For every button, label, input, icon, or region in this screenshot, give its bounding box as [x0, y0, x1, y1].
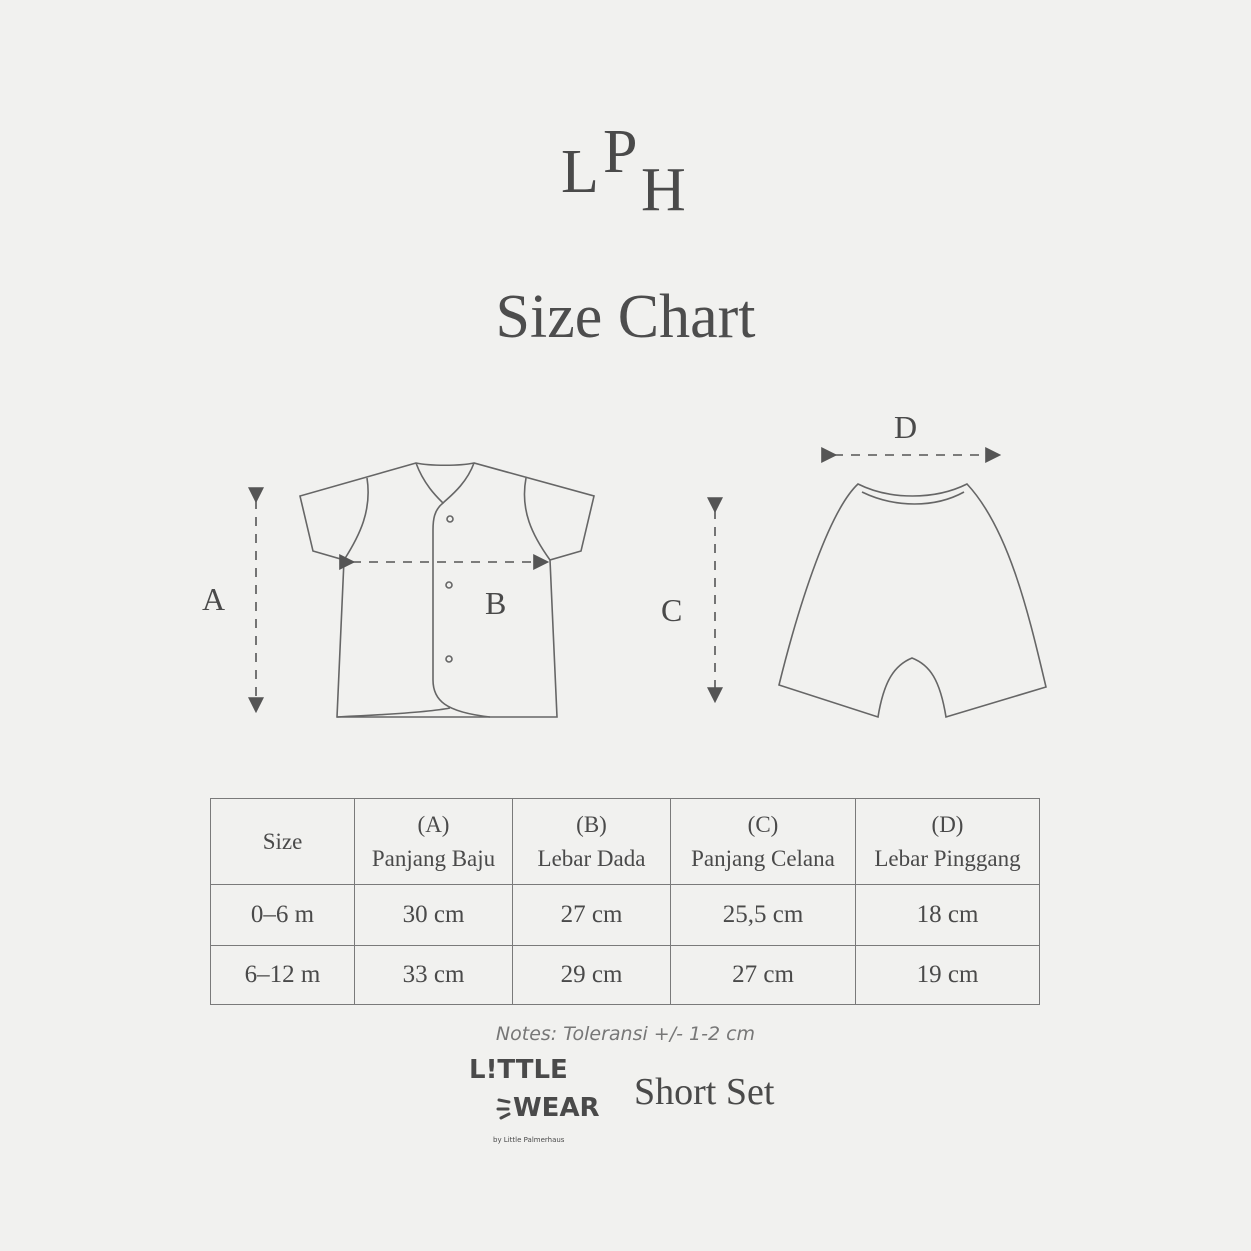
cell: 6–12 m [210, 945, 355, 1005]
logo-letter-p: P [603, 118, 637, 186]
logo-letter-h: H [641, 156, 686, 220]
little-wear-logo: L!TTLE WEAR by Little Palmerhaus [469, 1055, 600, 1144]
cell: 30 cm [354, 884, 513, 946]
label-c: C [661, 592, 682, 628]
cell: 0–6 m [210, 884, 355, 946]
size-table: Size (A) Panjang Baju (B) Lebar Dada (C) Pa… [210, 798, 1040, 1005]
header-b: (B) Lebar Dada [512, 798, 671, 885]
cell: 19 cm [855, 945, 1040, 1005]
cell: 27 cm [512, 884, 671, 946]
cell: 33 cm [354, 945, 513, 1005]
page-title: Size Chart [495, 283, 756, 351]
header-d: (D) Lebar Pinggang [855, 798, 1040, 885]
shirt-outline [299, 462, 595, 718]
label-b: B [485, 585, 506, 621]
label-d: D [894, 409, 917, 445]
lph-logo: L P H [561, 118, 686, 220]
garment-diagram: A B C D [202, 409, 1047, 719]
logo-letter-l: L [561, 138, 599, 206]
cell: 25,5 cm [670, 884, 856, 946]
header-c: (C) Panjang Celana [670, 798, 856, 885]
table-row: 0–6 m 30 cm 27 cm 25,5 cm 18 cm [210, 884, 1040, 946]
cell: 29 cm [512, 945, 671, 1005]
logo-line2: WEAR [513, 1093, 600, 1123]
product-name: Short Set [634, 1071, 775, 1113]
header-size: Size [210, 798, 355, 885]
table-row: 6–12 m 33 cm 29 cm 27 cm 19 cm [210, 945, 1040, 1005]
table-header-row: Size (A) Panjang Baju (B) Lebar Dada (C) Pa… [210, 798, 1040, 885]
logo-line1: L!TTLE [469, 1055, 568, 1085]
pants-outline [778, 483, 1047, 719]
tolerance-notes: Notes: Toleransi +/- 1-2 cm [495, 1023, 756, 1045]
logo-tagline: by Little Palmerhaus [493, 1136, 565, 1144]
cell: 27 cm [670, 945, 856, 1005]
cell: 18 cm [855, 884, 1040, 946]
header-a: (A) Panjang Baju [354, 798, 513, 885]
label-a: A [202, 581, 225, 617]
